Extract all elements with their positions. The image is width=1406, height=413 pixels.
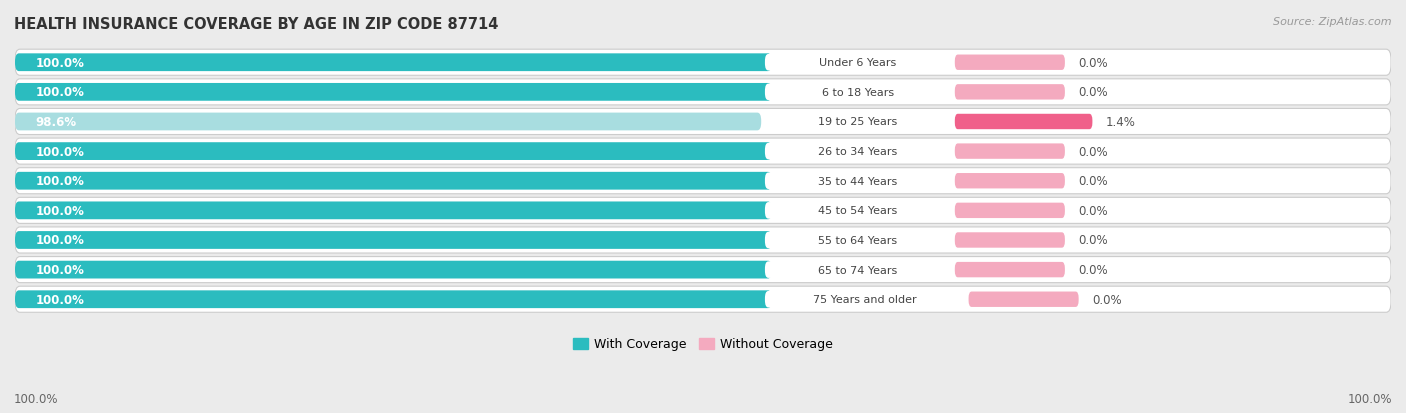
FancyBboxPatch shape bbox=[955, 203, 1064, 218]
Text: 0.0%: 0.0% bbox=[1078, 145, 1108, 158]
FancyBboxPatch shape bbox=[955, 114, 1092, 130]
Text: 100.0%: 100.0% bbox=[35, 57, 84, 69]
Text: 100.0%: 100.0% bbox=[35, 234, 84, 247]
Text: 100.0%: 100.0% bbox=[35, 293, 84, 306]
FancyBboxPatch shape bbox=[15, 84, 772, 102]
FancyBboxPatch shape bbox=[15, 202, 772, 220]
Text: 100.0%: 100.0% bbox=[35, 145, 84, 158]
FancyBboxPatch shape bbox=[765, 232, 950, 249]
Text: 0.0%: 0.0% bbox=[1078, 86, 1108, 99]
Text: 19 to 25 Years: 19 to 25 Years bbox=[818, 117, 897, 127]
Text: 0.0%: 0.0% bbox=[1078, 204, 1108, 217]
Text: 55 to 64 Years: 55 to 64 Years bbox=[818, 235, 897, 245]
Text: 0.0%: 0.0% bbox=[1078, 263, 1108, 276]
FancyBboxPatch shape bbox=[15, 261, 772, 279]
Text: 0.0%: 0.0% bbox=[1078, 57, 1108, 69]
FancyBboxPatch shape bbox=[15, 139, 1391, 165]
FancyBboxPatch shape bbox=[15, 113, 761, 131]
FancyBboxPatch shape bbox=[15, 54, 772, 72]
FancyBboxPatch shape bbox=[765, 262, 950, 278]
FancyBboxPatch shape bbox=[765, 202, 950, 219]
FancyBboxPatch shape bbox=[765, 114, 950, 131]
FancyBboxPatch shape bbox=[955, 173, 1064, 189]
FancyBboxPatch shape bbox=[765, 55, 950, 71]
Text: Source: ZipAtlas.com: Source: ZipAtlas.com bbox=[1274, 17, 1392, 26]
FancyBboxPatch shape bbox=[15, 232, 772, 249]
Text: 100.0%: 100.0% bbox=[35, 204, 84, 217]
FancyBboxPatch shape bbox=[765, 173, 950, 190]
FancyBboxPatch shape bbox=[765, 291, 965, 308]
FancyBboxPatch shape bbox=[15, 228, 1391, 254]
Text: 98.6%: 98.6% bbox=[35, 116, 77, 129]
Text: 100.0%: 100.0% bbox=[1347, 392, 1392, 405]
Text: 100.0%: 100.0% bbox=[35, 86, 84, 99]
FancyBboxPatch shape bbox=[15, 168, 1391, 194]
FancyBboxPatch shape bbox=[955, 233, 1064, 248]
FancyBboxPatch shape bbox=[15, 109, 1391, 135]
FancyBboxPatch shape bbox=[15, 50, 1391, 76]
Text: 100.0%: 100.0% bbox=[35, 175, 84, 188]
Text: 0.0%: 0.0% bbox=[1092, 293, 1122, 306]
Text: HEALTH INSURANCE COVERAGE BY AGE IN ZIP CODE 87714: HEALTH INSURANCE COVERAGE BY AGE IN ZIP … bbox=[14, 17, 499, 31]
Text: 100.0%: 100.0% bbox=[14, 392, 59, 405]
Legend: With Coverage, Without Coverage: With Coverage, Without Coverage bbox=[568, 333, 838, 356]
Text: 100.0%: 100.0% bbox=[35, 263, 84, 276]
Text: Under 6 Years: Under 6 Years bbox=[820, 58, 897, 68]
FancyBboxPatch shape bbox=[955, 262, 1064, 278]
Text: 65 to 74 Years: 65 to 74 Years bbox=[818, 265, 897, 275]
FancyBboxPatch shape bbox=[15, 143, 772, 161]
FancyBboxPatch shape bbox=[765, 143, 950, 160]
FancyBboxPatch shape bbox=[955, 85, 1064, 100]
Text: 75 Years and older: 75 Years and older bbox=[813, 294, 917, 304]
FancyBboxPatch shape bbox=[15, 172, 772, 190]
FancyBboxPatch shape bbox=[15, 80, 1391, 106]
FancyBboxPatch shape bbox=[955, 144, 1064, 159]
Text: 26 to 34 Years: 26 to 34 Years bbox=[818, 147, 897, 157]
FancyBboxPatch shape bbox=[765, 84, 950, 101]
FancyBboxPatch shape bbox=[15, 198, 1391, 224]
FancyBboxPatch shape bbox=[15, 257, 1391, 283]
FancyBboxPatch shape bbox=[955, 55, 1064, 71]
Text: 45 to 54 Years: 45 to 54 Years bbox=[818, 206, 897, 216]
FancyBboxPatch shape bbox=[969, 292, 1078, 307]
FancyBboxPatch shape bbox=[15, 287, 1391, 313]
Text: 0.0%: 0.0% bbox=[1078, 234, 1108, 247]
FancyBboxPatch shape bbox=[15, 291, 772, 309]
Text: 1.4%: 1.4% bbox=[1107, 116, 1136, 129]
Text: 35 to 44 Years: 35 to 44 Years bbox=[818, 176, 897, 186]
Text: 0.0%: 0.0% bbox=[1078, 175, 1108, 188]
Text: 6 to 18 Years: 6 to 18 Years bbox=[821, 88, 894, 97]
